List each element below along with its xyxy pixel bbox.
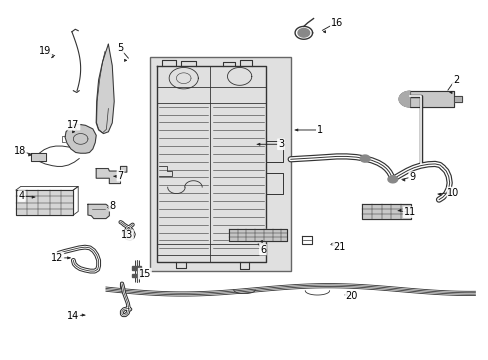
Polygon shape — [30, 153, 46, 161]
Polygon shape — [228, 229, 287, 242]
Polygon shape — [16, 190, 73, 215]
Text: 11: 11 — [403, 207, 415, 217]
Polygon shape — [65, 125, 96, 153]
Polygon shape — [131, 266, 141, 270]
Text: 13: 13 — [121, 230, 133, 240]
Text: 19: 19 — [39, 46, 51, 57]
Polygon shape — [409, 91, 453, 107]
Text: 21: 21 — [332, 242, 345, 252]
Text: 9: 9 — [408, 172, 414, 182]
Text: 6: 6 — [260, 245, 265, 255]
Text: 10: 10 — [447, 188, 459, 198]
Polygon shape — [88, 204, 109, 219]
Text: 7: 7 — [117, 171, 123, 181]
Polygon shape — [387, 176, 397, 183]
Text: 12: 12 — [51, 253, 63, 263]
Text: 2: 2 — [452, 75, 458, 85]
Text: 3: 3 — [277, 139, 284, 149]
Polygon shape — [453, 96, 461, 102]
Polygon shape — [131, 274, 141, 277]
Text: 18: 18 — [14, 146, 26, 156]
Polygon shape — [96, 44, 114, 134]
Text: 20: 20 — [345, 291, 357, 301]
Text: 1: 1 — [316, 125, 322, 135]
Text: 16: 16 — [330, 18, 342, 28]
Polygon shape — [362, 204, 410, 219]
Text: 8: 8 — [109, 201, 115, 211]
Polygon shape — [297, 28, 309, 37]
Text: 4: 4 — [19, 191, 25, 201]
Text: 14: 14 — [67, 311, 80, 321]
Polygon shape — [398, 91, 409, 107]
Text: 17: 17 — [67, 120, 80, 130]
Polygon shape — [96, 166, 126, 184]
Polygon shape — [360, 155, 369, 162]
Text: 15: 15 — [139, 269, 151, 279]
Bar — [149, 57, 290, 271]
Text: 5: 5 — [117, 43, 123, 53]
